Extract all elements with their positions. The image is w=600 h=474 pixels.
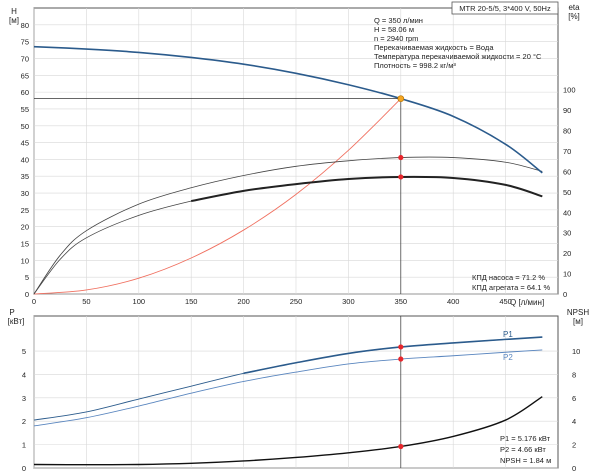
h-tick-label: 55 [21,105,29,114]
npsh-axis-unit: [м] [573,317,583,326]
h-tick-label: 20 [21,223,29,232]
q-tick-label: 450 [499,297,512,306]
eta-tick-label: 10 [563,270,571,279]
h-tick-label: 30 [21,189,29,198]
p2-value-label: P2 = 4.66 кВт [500,445,546,454]
npsh-tick-label: 8 [572,370,576,379]
q-tick-label: 0 [32,297,36,306]
npsh-curve [33,396,543,466]
p-tick-label: 1 [22,441,26,450]
eta-tick-label: 90 [563,106,571,115]
eta-tick-label: 0 [563,290,567,299]
q-tick-label: 300 [342,297,355,306]
h-tick-label: 10 [21,256,29,265]
duty-info-line: Перекачиваемая жидкость = Вода [374,43,494,52]
eta-pump-curve [33,156,543,295]
h-tick-label: 5 [25,273,29,282]
eta-tick-label: 80 [563,127,571,136]
h-tick-label: 50 [21,122,29,131]
npsh-tick-label: 6 [572,394,576,403]
npsh-tick-label: 2 [572,441,576,450]
duty-point-eta-pump-marker [398,154,404,161]
duty-info-line: n = 2940 rpm [374,34,418,43]
npsh-tick-label: 10 [572,347,580,356]
top-curves [33,45,543,295]
pump-title: MTR 20-5/5, 3*400 V, 50Hz [459,4,551,13]
p-tick-label: 0 [22,464,26,473]
p-tick-label: 3 [22,394,26,403]
npsh-tick-label: 0 [572,464,576,473]
p-tick-label: 4 [22,370,26,379]
duty-point-npsh-marker [398,443,404,450]
eta-tick-label: 60 [563,167,571,176]
h-curve [33,45,543,174]
p-tick-label: 2 [22,417,26,426]
top-grid [33,8,558,295]
power-info: P1 = 5.176 кВт P2 = 4.66 кВт NPSH = 1.84… [500,434,551,465]
duty-info-line: Плотность = 998.2 кг/м³ [374,61,456,70]
bottom-curves [33,316,543,468]
duty-point-p2-marker [398,356,404,362]
h-tick-label: 25 [21,206,29,215]
q-tick-label: 400 [447,297,460,306]
p1-value-label: P1 = 5.176 кВт [500,434,551,443]
q-tick-label: 50 [82,297,90,306]
eta-unit-curve-working [191,175,543,203]
npsh-tick-label: 4 [572,417,576,426]
h-tick-label: 45 [21,139,29,148]
npsh-axis-title: NPSH [567,308,589,317]
eta-tick-label: 30 [563,229,571,238]
axis-ticks: 0 50 100 150 200 250 300 350 400 4500510152025303… [21,21,581,473]
duty-info-block: Q = 350 л/мин H = 58.06 м n = 2940 rpm П… [374,16,542,70]
h-tick-label: 70 [21,54,29,63]
system-curve [33,98,402,295]
eta-pump-label: КПД насоса = 71.2 % [472,273,545,282]
q-axis-title: Q [л/мин] [510,298,544,307]
h-axis-title: H [11,7,17,16]
p1-series-label: P1 [503,330,513,339]
bottom-grid [33,316,558,469]
h-tick-label: 65 [21,71,29,80]
eta-tick-label: 20 [563,249,571,258]
duty-point-eta-unit-marker [398,174,404,180]
pump-title-box [451,1,559,15]
h-tick-label: 35 [21,172,29,181]
h-tick-label: 40 [21,155,29,164]
duty-info-line: Температура перекачиваемой жидкости = 20… [374,52,542,61]
h-tick-label: 80 [21,21,29,30]
q-tick-label: 100 [133,297,146,306]
p2-series-label: P2 [503,353,513,362]
eta-axis-unit: [%] [568,12,580,21]
h-tick-label: 75 [21,38,29,47]
duty-markers [397,95,405,450]
p-tick-label: 5 [22,347,26,356]
eta-tick-label: 40 [563,208,571,217]
eta-axis-title: eta [568,3,580,12]
p-axis-title: P [9,308,14,317]
npsh-value-label: NPSH = 1.84 м [500,456,551,465]
duty-point-p1-marker [398,344,404,350]
h-tick-label: 15 [21,240,29,249]
p2-curve [33,349,543,427]
q-tick-label: 250 [290,297,303,306]
h-tick-label: 60 [21,88,29,97]
efficiency-info: КПД насоса = 71.2 % КПД агрегата = 64.1 … [472,273,550,292]
p-axis-unit: [кВт] [8,317,25,326]
q-tick-label: 150 [185,297,198,306]
q-tick-label: 200 [237,297,250,306]
eta-tick-label: 100 [563,86,576,95]
duty-info-line: H = 58.06 м [374,25,414,34]
eta-tick-label: 50 [563,188,571,197]
q-tick-label: 350 [395,297,408,306]
h-tick-label: 0 [25,290,29,299]
eta-tick-label: 70 [563,147,571,156]
duty-point-h-marker [397,95,405,102]
h-axis-unit: [м] [9,16,19,25]
eta-unit-label: КПД агрегата = 64.1 % [472,283,550,292]
duty-info-line: Q = 350 л/мин [374,16,423,25]
